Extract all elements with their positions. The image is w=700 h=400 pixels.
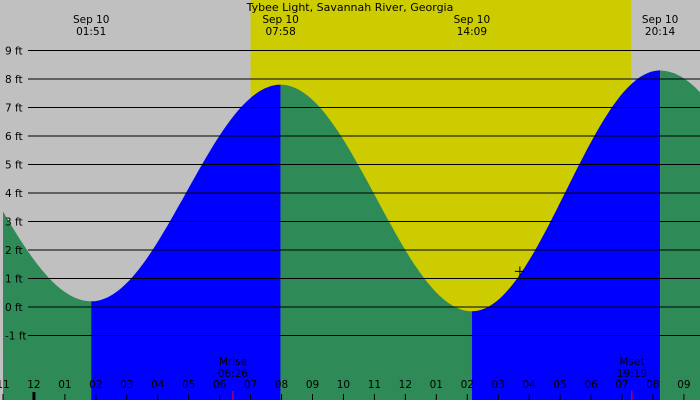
x-tick-label: 03 xyxy=(492,379,505,391)
x-tick-label: 08 xyxy=(646,379,659,391)
rising-tide-segment xyxy=(91,84,281,400)
x-tick-label: 04 xyxy=(522,379,536,391)
x-tick-label: 06 xyxy=(584,379,598,391)
falling-tide-segment xyxy=(3,211,92,400)
y-tick-label: -1 ft xyxy=(5,331,26,343)
y-tick-label: 5 ft xyxy=(5,160,23,172)
tide-extreme-time: 14:09 xyxy=(457,26,487,38)
tide-extreme-date: Sep 10 xyxy=(454,14,491,26)
falling-tide-segment xyxy=(660,70,700,400)
moon-event-time: 19:19 xyxy=(617,368,647,380)
tide-extreme-time: 20:14 xyxy=(645,26,676,38)
x-tick-label: 03 xyxy=(120,379,133,391)
tide-extreme-time: 01:51 xyxy=(76,26,106,38)
x-tick-label: 08 xyxy=(275,379,288,391)
x-tick-label: 10 xyxy=(337,379,350,391)
y-tick-label: 7 ft xyxy=(5,103,23,115)
tide-extreme-date: Sep 10 xyxy=(642,14,679,26)
current-level-marker xyxy=(514,266,525,277)
falling-tide-segment xyxy=(280,84,472,400)
x-tick-label: 06 xyxy=(213,379,227,391)
x-tick-label: 01 xyxy=(58,379,71,391)
y-tick-label: 9 ft xyxy=(5,46,23,58)
tide-area xyxy=(3,70,700,400)
x-tick-label: 04 xyxy=(151,379,165,391)
x-tick-label: 07 xyxy=(615,379,628,391)
moon-event-label: Mset xyxy=(619,356,644,368)
x-tick-label: 12 xyxy=(27,379,40,391)
x-tick-label: 02 xyxy=(89,379,102,391)
gridlines xyxy=(28,50,700,336)
y-axis-labels: 9 ft 8 ft 7 ft 6 ft 5 ft 4 ft 3 ft 2 ft 1 ft 0 ft… xyxy=(5,46,26,343)
x-axis: 11 12 01 02 03 04 05 06 07 08 09 10 11 12 01 02 03 04 05 06… xyxy=(0,379,691,400)
chart-title: Tybee Light, Savannah River, Georgia xyxy=(246,1,454,14)
x-tick-label: 07 xyxy=(244,379,257,391)
tide-extreme-date: Sep 10 xyxy=(73,14,110,26)
tide-extreme-date: Sep 10 xyxy=(262,14,299,26)
tide-extreme-time: 07:58 xyxy=(265,26,295,38)
x-tick-label: 12 xyxy=(399,379,412,391)
moon-event-time: 06:26 xyxy=(218,368,249,380)
y-tick-label: 6 ft xyxy=(5,131,23,143)
y-tick-label: 2 ft xyxy=(5,245,23,257)
x-tick-label: 09 xyxy=(677,379,690,391)
x-tick-label: 05 xyxy=(182,379,195,391)
y-tick-label: 0 ft xyxy=(5,302,23,314)
x-tick-label: 11 xyxy=(0,379,10,391)
x-tick-label: 11 xyxy=(368,379,381,391)
y-tick-label: 1 ft xyxy=(5,274,23,286)
x-tick-label: 09 xyxy=(306,379,319,391)
x-tick-label: 05 xyxy=(553,379,566,391)
rising-tide-segment xyxy=(471,70,661,400)
y-tick-label: 3 ft xyxy=(5,217,23,229)
x-tick-label: 02 xyxy=(461,379,474,391)
y-tick-label: 8 ft xyxy=(5,74,23,86)
moon-event-label: Mrise xyxy=(219,356,247,368)
y-tick-label: 4 ft xyxy=(5,188,23,200)
x-tick-label: 01 xyxy=(430,379,443,391)
